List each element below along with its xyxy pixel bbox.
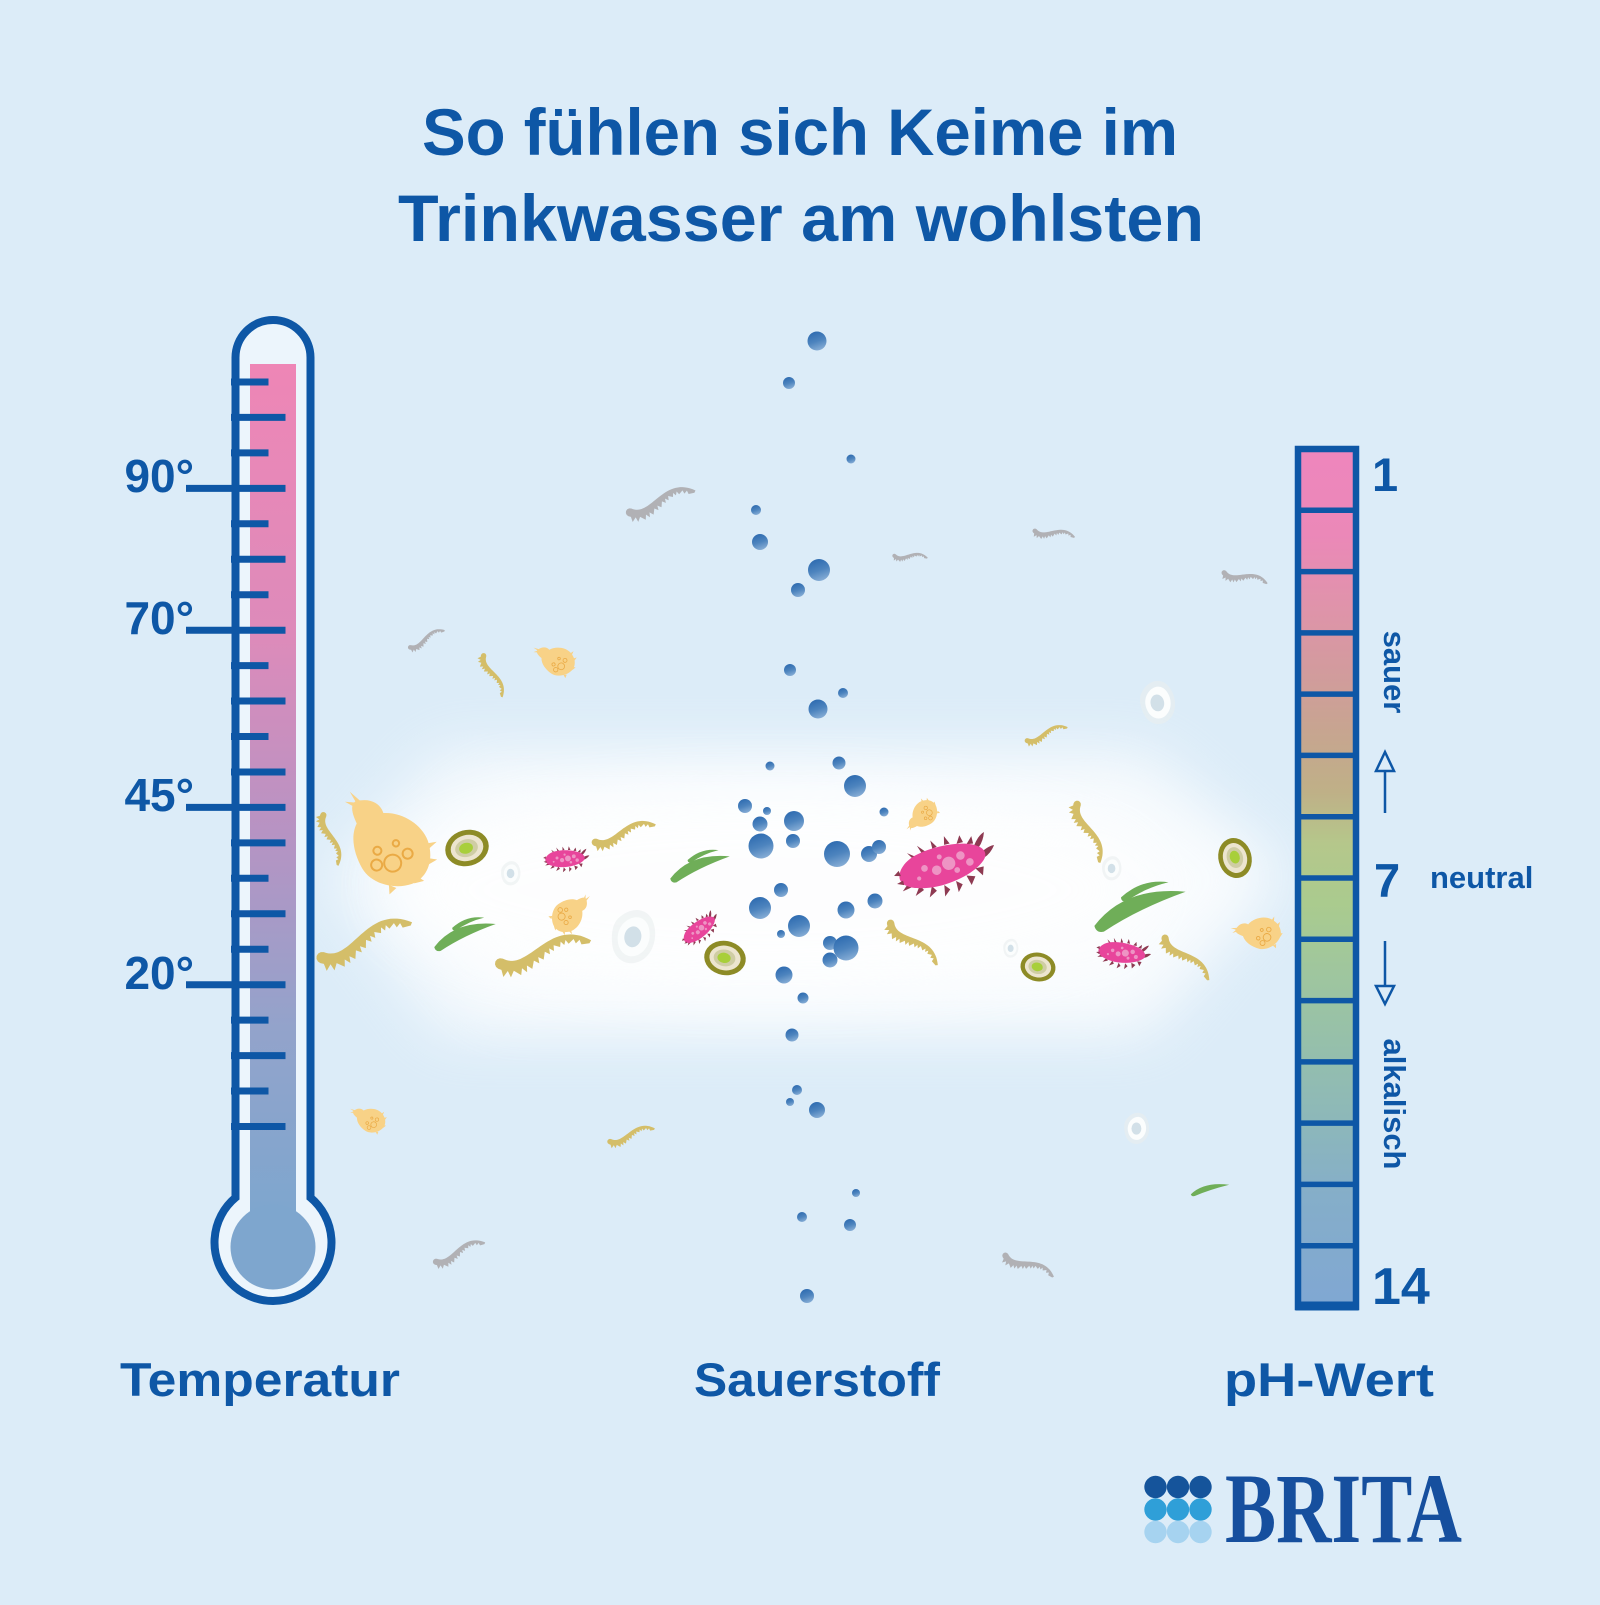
svg-text:90°: 90° <box>124 450 194 502</box>
svg-text:20°: 20° <box>124 947 194 999</box>
svg-text:Temperatur: Temperatur <box>120 1353 400 1406</box>
svg-text:Trinkwasser am wohlsten: Trinkwasser am wohlsten <box>398 181 1204 255</box>
svg-text:Sauerstoff: Sauerstoff <box>694 1353 940 1406</box>
svg-text:pH-Wert: pH-Wert <box>1224 1353 1434 1406</box>
svg-text:BRITA: BRITA <box>1225 1453 1462 1564</box>
svg-text:neutral: neutral <box>1430 860 1533 895</box>
svg-text:sauer: sauer <box>1377 631 1412 714</box>
svg-text:1: 1 <box>1372 448 1398 501</box>
svg-text:70°: 70° <box>124 592 194 644</box>
svg-text:7: 7 <box>1374 854 1400 907</box>
svg-text:45°: 45° <box>124 769 194 821</box>
svg-text:So fühlen sich Keime im: So fühlen sich Keime im <box>422 95 1178 169</box>
svg-text:14: 14 <box>1372 1258 1430 1316</box>
svg-text:alkalisch: alkalisch <box>1377 1039 1412 1170</box>
